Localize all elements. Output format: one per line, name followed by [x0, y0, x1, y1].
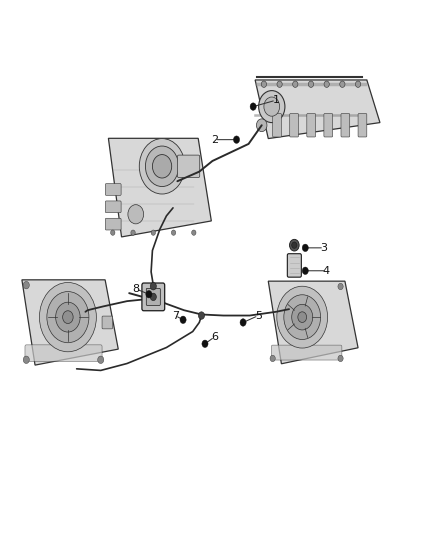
Circle shape [277, 286, 328, 348]
FancyBboxPatch shape [287, 254, 301, 277]
Polygon shape [255, 80, 380, 139]
Circle shape [151, 230, 155, 236]
Circle shape [338, 355, 343, 361]
FancyBboxPatch shape [177, 155, 200, 177]
Circle shape [338, 284, 343, 290]
Text: 4: 4 [323, 266, 330, 276]
Circle shape [240, 319, 246, 326]
FancyBboxPatch shape [358, 114, 367, 137]
Circle shape [293, 81, 298, 87]
FancyBboxPatch shape [102, 316, 113, 329]
Text: 7: 7 [172, 311, 179, 320]
Circle shape [146, 290, 152, 298]
Text: 5: 5 [255, 311, 262, 320]
Circle shape [324, 81, 329, 87]
Circle shape [257, 119, 267, 132]
FancyBboxPatch shape [25, 345, 102, 361]
Circle shape [139, 139, 185, 194]
Circle shape [233, 136, 240, 143]
Circle shape [98, 356, 104, 364]
Circle shape [23, 281, 29, 289]
Circle shape [284, 295, 321, 340]
Circle shape [264, 97, 279, 116]
Circle shape [180, 316, 186, 324]
Circle shape [340, 81, 345, 87]
Circle shape [292, 304, 313, 330]
Circle shape [150, 282, 156, 290]
Circle shape [150, 293, 156, 301]
Circle shape [63, 311, 73, 324]
Circle shape [250, 103, 256, 110]
Circle shape [261, 81, 266, 87]
FancyBboxPatch shape [146, 288, 160, 305]
Circle shape [47, 292, 89, 343]
Circle shape [110, 230, 115, 236]
Circle shape [258, 91, 285, 123]
Circle shape [292, 242, 297, 248]
Text: 8: 8 [132, 284, 139, 294]
Circle shape [171, 230, 176, 236]
Circle shape [277, 81, 282, 87]
FancyBboxPatch shape [290, 114, 299, 137]
FancyBboxPatch shape [324, 114, 333, 137]
Polygon shape [22, 280, 118, 365]
FancyBboxPatch shape [307, 114, 315, 137]
Text: 6: 6 [211, 332, 218, 342]
Circle shape [23, 356, 29, 364]
Circle shape [355, 81, 360, 87]
FancyBboxPatch shape [272, 114, 281, 137]
Circle shape [290, 239, 299, 251]
Circle shape [131, 230, 135, 236]
Polygon shape [268, 281, 358, 364]
Circle shape [270, 355, 275, 361]
Circle shape [128, 205, 144, 224]
Circle shape [308, 81, 314, 87]
Text: 3: 3 [321, 243, 328, 253]
Circle shape [202, 340, 208, 348]
Polygon shape [109, 138, 211, 237]
Circle shape [302, 267, 308, 274]
Circle shape [198, 312, 205, 319]
Circle shape [302, 244, 308, 252]
FancyBboxPatch shape [341, 114, 350, 137]
Circle shape [149, 290, 158, 301]
FancyBboxPatch shape [105, 219, 121, 230]
Circle shape [56, 302, 80, 332]
FancyBboxPatch shape [142, 283, 165, 311]
FancyBboxPatch shape [105, 183, 121, 196]
Text: 2: 2 [211, 135, 218, 144]
Circle shape [39, 282, 96, 352]
Text: 1: 1 [272, 95, 279, 105]
Circle shape [152, 155, 172, 178]
Circle shape [191, 230, 196, 236]
Circle shape [145, 146, 179, 187]
FancyBboxPatch shape [271, 345, 342, 360]
Circle shape [298, 312, 307, 322]
FancyBboxPatch shape [105, 201, 121, 213]
